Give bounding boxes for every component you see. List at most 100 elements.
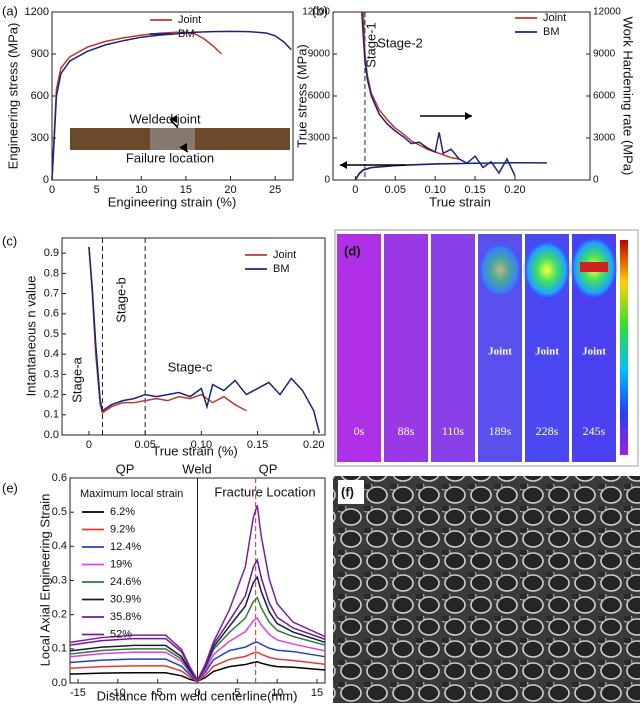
frame-label: 228s (536, 424, 559, 438)
annotation: Welded joint (129, 111, 201, 126)
arrow-head (340, 161, 347, 169)
y-tick-label: 0.5 (52, 506, 67, 518)
frame-label: 110s (442, 424, 465, 438)
panel-d (334, 229, 639, 467)
legend-label: BM (273, 263, 290, 275)
x-tick-label: 0.10 (424, 184, 445, 196)
annotation: Stage-c (168, 359, 213, 374)
y-axis-label: Engineering stress (MPa) (5, 23, 20, 170)
panel-label: (a) (2, 3, 18, 18)
annotation: Failure location (126, 150, 214, 165)
legend-label: Joint (543, 12, 566, 24)
y-tick-label: 0 (43, 174, 49, 186)
x-tick-label: 0.15 (464, 184, 485, 196)
y-axis-label: True stress (MPa) (294, 44, 309, 148)
strain-spot (523, 240, 571, 300)
arrow-head (465, 112, 472, 120)
y2-tick-label: 3000 (593, 133, 616, 144)
y-tick-label: 900 (31, 48, 49, 60)
annotation: Stage-1 (363, 22, 378, 68)
sem-image (333, 476, 640, 703)
frame-label: 0s (354, 424, 365, 438)
legend-label: 9.2% (110, 523, 135, 535)
series-line (69, 505, 326, 682)
series-line (69, 651, 326, 683)
legend-label: 52% (110, 628, 132, 640)
frame-label: 245s (583, 424, 606, 438)
y-tick-label: 0.2 (52, 609, 67, 621)
arrow (179, 146, 189, 153)
x-tick-label: -10 (110, 687, 126, 699)
x-tick-label: 0 (49, 184, 55, 196)
x-tick-label: 10 (135, 184, 147, 196)
arrow (169, 118, 179, 129)
joint-label: Joint (582, 346, 606, 358)
x-tick-label: -15 (70, 687, 86, 699)
annotation: QP (116, 461, 135, 476)
annotation: Stage-b (113, 277, 128, 323)
annotation: Fracture Location (214, 484, 315, 499)
legend-label: 12.4% (110, 541, 141, 553)
x-tick-label: 0.20 (504, 184, 525, 196)
y-tick-label: 0.3 (52, 574, 67, 586)
annotation: Stage-2 (377, 35, 423, 50)
y-tick-label: 0.6 (52, 472, 67, 484)
dic-frame (384, 234, 428, 462)
y-tick-label: 0.4 (52, 540, 67, 552)
y-tick-label: 0.1 (44, 409, 59, 421)
label-box (338, 480, 364, 504)
panel-label: (e) (2, 480, 18, 495)
panel-label: (b) (312, 3, 328, 18)
x-tick-label: 25 (269, 184, 281, 196)
panel-label: (c) (2, 233, 17, 248)
legend-label: Joint (273, 249, 296, 261)
plot-frame (61, 237, 326, 436)
legend-label: BM (543, 26, 560, 38)
series-line (362, 11, 460, 160)
series-line (69, 617, 326, 683)
legend-label: 19% (110, 558, 132, 570)
y-tick-label: 0.0 (44, 429, 59, 441)
color-bar (620, 240, 628, 455)
y-tick-label: 0.6 (44, 308, 59, 320)
y2-tick-label: 12000 (593, 7, 621, 18)
series-line (69, 661, 326, 683)
frame-label: 88s (398, 424, 415, 438)
panel-label: (f) (341, 484, 354, 499)
y-tick-label: 0.8 (44, 267, 59, 279)
y-tick-label: 0.9 (44, 247, 59, 259)
legend-label: 35.8% (110, 611, 141, 623)
series-line (69, 557, 326, 682)
y-tick-label: 3000 (308, 133, 331, 144)
y-axis-label: Intantaneous n value (23, 276, 38, 397)
x-tick-label: 15 (311, 687, 323, 699)
y-tick-label: 0.2 (44, 388, 59, 400)
annotation: Stage-a (69, 356, 84, 402)
y-tick-label: 300 (31, 132, 49, 144)
y-tick-label: 0.3 (44, 368, 59, 380)
x-tick-label: 0 (194, 687, 200, 699)
frame-label: 189s (489, 424, 512, 438)
dic-frame (337, 234, 381, 462)
y-tick-label: 0.4 (44, 348, 59, 360)
x-tick-label: 5 (234, 687, 240, 699)
legend-label: 30.9% (110, 593, 141, 605)
y2-tick-label: 0 (593, 175, 599, 186)
series-line (354, 162, 460, 181)
x-tick-label: 0.15 (247, 439, 268, 451)
legend-label: 6.2% (110, 506, 135, 518)
x-tick-label: 5 (94, 184, 100, 196)
inset-weld (150, 128, 195, 150)
y-tick-label: 9000 (308, 49, 331, 60)
y2-tick-label: 9000 (593, 49, 616, 60)
series-line (88, 247, 247, 414)
x-tick-label: 0.05 (134, 439, 155, 451)
annotation: QP (259, 461, 278, 476)
x-tick-label: 0.20 (303, 439, 324, 451)
x-tick-label: 0.10 (191, 439, 212, 451)
dic-frame (431, 234, 475, 462)
y-tick-label: 0.1 (52, 643, 67, 655)
x-axis-label: True strain (429, 194, 491, 209)
y2-tick-label: 6000 (593, 91, 616, 102)
